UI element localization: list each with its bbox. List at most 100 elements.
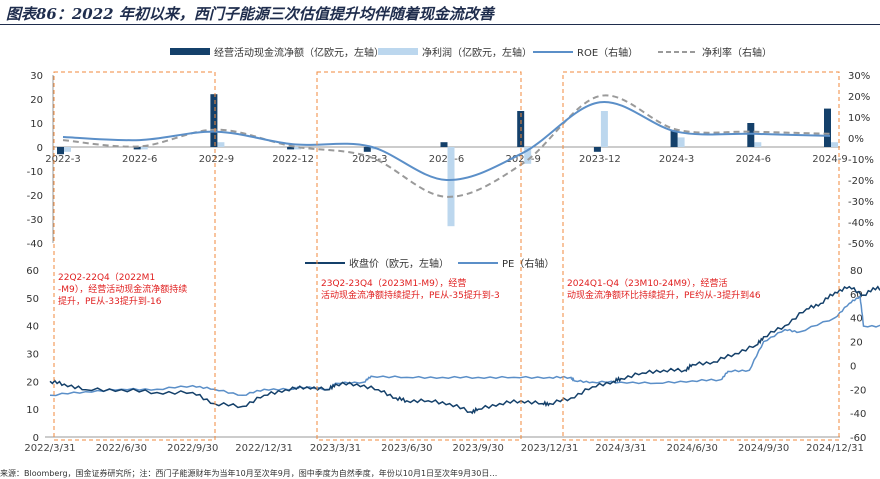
line-roe	[62, 101, 831, 182]
top-right-tick: -20%	[848, 176, 874, 187]
bottom-x-tick: 2023/12/31	[521, 443, 579, 454]
bottom-legend: 收盘价（欧元，左轴） PE（右轴）	[305, 257, 554, 270]
legend-price: 收盘价（欧元，左轴）	[349, 257, 449, 270]
top-x-tick: 2022-3	[45, 154, 80, 165]
top-left-tick: -20	[27, 191, 43, 202]
bar-operating-cashflow	[670, 130, 678, 147]
top-right-tick: 20%	[848, 92, 870, 103]
bottom-right-tick: 20	[850, 338, 863, 349]
top-x-tick: 2022-9	[199, 154, 234, 165]
legend-swatch-np	[378, 48, 418, 55]
legend-pe: PE（右轴）	[502, 257, 554, 270]
top-x-tick: 2023-9	[505, 154, 540, 165]
bar-operating-cashflow	[824, 108, 831, 147]
bottom-left-tick: 50	[26, 294, 39, 305]
annotation-box-1	[53, 71, 216, 441]
bottom-x-tick: 2024/9/30	[738, 443, 789, 454]
top-x-tick: 2024-3	[659, 154, 694, 165]
top-plot: 30 20 10 0 -10 -20 -30 -40 30% 20% 10% 0% -10% -20% -3…	[27, 71, 874, 250]
bar-operating-cashflow	[593, 147, 601, 152]
bar-operating-cashflow	[210, 94, 218, 147]
bottom-left-tick: 60	[26, 266, 39, 277]
annotation-text: 22Q2-22Q4（2022M1 -M9），经营活动现金流净额持续提升，PE从-3…	[58, 272, 187, 307]
top-right-tick: -50%	[848, 239, 874, 250]
chart-title: 图表86：2022 年初以来，西门子能源三次估值提升均伴随着现金流改善	[6, 5, 494, 23]
bottom-x-tick: 2024/12/31	[806, 443, 864, 454]
top-x-tick: 2022-6	[122, 154, 157, 165]
bar-net-profit	[524, 147, 532, 164]
bar-operating-cashflow	[287, 147, 295, 150]
bar-net-profit	[294, 147, 302, 150]
bar-operating-cashflow	[57, 147, 64, 155]
bottom-left-tick: 0	[33, 433, 39, 444]
bottom-right-tick: 80	[850, 266, 863, 277]
annotation-boxes	[53, 71, 840, 441]
legend-ocf: 经营活动现金流净额（亿欧元，左轴）	[214, 46, 384, 59]
top-right-tick: 10%	[848, 113, 870, 124]
bar-net-profit	[600, 111, 608, 147]
bottom-left-tick: 40	[26, 322, 39, 333]
top-x-tick: 2023-6	[429, 154, 464, 165]
bottom-x-tick: 2024/3/31	[595, 443, 646, 454]
bar-net-profit	[754, 142, 762, 147]
bar-operating-cashflow	[133, 147, 141, 150]
bottom-left-tick: 30	[26, 350, 39, 361]
bottom-right-tick: -20	[850, 385, 866, 396]
bottom-right-tick: 60	[850, 290, 863, 301]
top-right-tick: 30%	[848, 71, 870, 82]
top-left-tick: -40	[27, 239, 43, 250]
top-legend: 经营活动现金流净额（亿欧元，左轴） 净利润（亿欧元，左轴） ROE（右轴） 净利…	[170, 46, 772, 59]
bar-operating-cashflow	[363, 147, 371, 152]
bottom-left-tick: 20	[26, 377, 39, 388]
top-right-tick: 0%	[848, 134, 864, 145]
bottom-right-tick: -40	[850, 409, 866, 420]
top-left-tick: 30	[30, 71, 43, 82]
bar-operating-cashflow	[440, 142, 448, 147]
top-x-tick: 2023-12	[579, 154, 621, 165]
line-pe	[49, 294, 880, 397]
bottom-right-tick: 0	[850, 361, 856, 372]
bottom-x-tick: 2023/9/30	[453, 443, 504, 454]
annotation-text: 2024Q1-Q4（23M10-24M9），经营活动现金流净额环比持续提升，PE…	[567, 277, 761, 301]
bar-net-profit	[217, 142, 225, 147]
top-left-tick: -10	[27, 167, 43, 178]
bottom-x-tick: 2022/12/31	[235, 443, 293, 454]
line-close-price	[49, 285, 880, 415]
bottom-right-tick: -60	[850, 433, 866, 444]
top-x-tick: 2022-12	[272, 154, 314, 165]
top-x-tick: 2024-9	[812, 154, 847, 165]
top-left-tick: 0	[37, 143, 43, 154]
annotation-text: 23Q2-23Q4（2023M1-M9），经营活动现金流净额持续提升，PE从-3…	[321, 277, 500, 301]
bottom-x-tick: 2024/6/30	[667, 443, 718, 454]
bottom-x-tick: 2022/6/30	[96, 443, 147, 454]
bar-net-profit	[140, 147, 148, 150]
bottom-left-tick: 10	[26, 405, 39, 416]
top-right-tick: -40%	[848, 218, 874, 229]
bar-net-profit	[447, 147, 455, 227]
annotation-box-2	[316, 71, 522, 441]
bar-net-profit	[677, 137, 685, 147]
top-right-tick: -30%	[848, 197, 874, 208]
line-net-margin	[62, 94, 831, 198]
bottom-x-tick: 2023/3/31	[310, 443, 361, 454]
legend-swatch-ocf	[170, 48, 210, 55]
top-x-tick: 2024-6	[736, 154, 771, 165]
top-x-tick: 2023-3	[352, 154, 387, 165]
top-left-tick: -30	[27, 215, 43, 226]
bar-net-profit	[64, 147, 71, 152]
top-right-tick: -10%	[848, 155, 874, 166]
bottom-x-tick: 2022/9/30	[167, 443, 218, 454]
legend-np: 净利润（亿欧元，左轴）	[422, 46, 532, 59]
title-rule	[0, 24, 880, 25]
chart-canvas: 经营活动现金流净额（亿欧元，左轴） 净利润（亿欧元，左轴） ROE（右轴） 净利…	[24, 46, 880, 454]
bottom-x-tick: 2023/6/30	[381, 443, 432, 454]
bottom-x-tick: 2022/3/31	[24, 443, 75, 454]
bottom-plot: 6050403020100806040200-20-40-602022/3/31…	[24, 266, 880, 454]
annotation-texts: 22Q2-22Q4（2022M1 -M9），经营活动现金流净额持续提升，PE从-3…	[58, 272, 761, 307]
bottom-right-tick: 40	[850, 314, 863, 325]
source-note: 来源：Bloomberg，国金证券研究所；注：西门子能源财年为当年10月至次年9…	[0, 469, 498, 478]
top-left-tick: 20	[30, 95, 43, 106]
bar-operating-cashflow	[747, 123, 755, 147]
legend-nm: 净利率（右轴）	[702, 46, 772, 59]
bar-net-profit	[831, 142, 838, 147]
